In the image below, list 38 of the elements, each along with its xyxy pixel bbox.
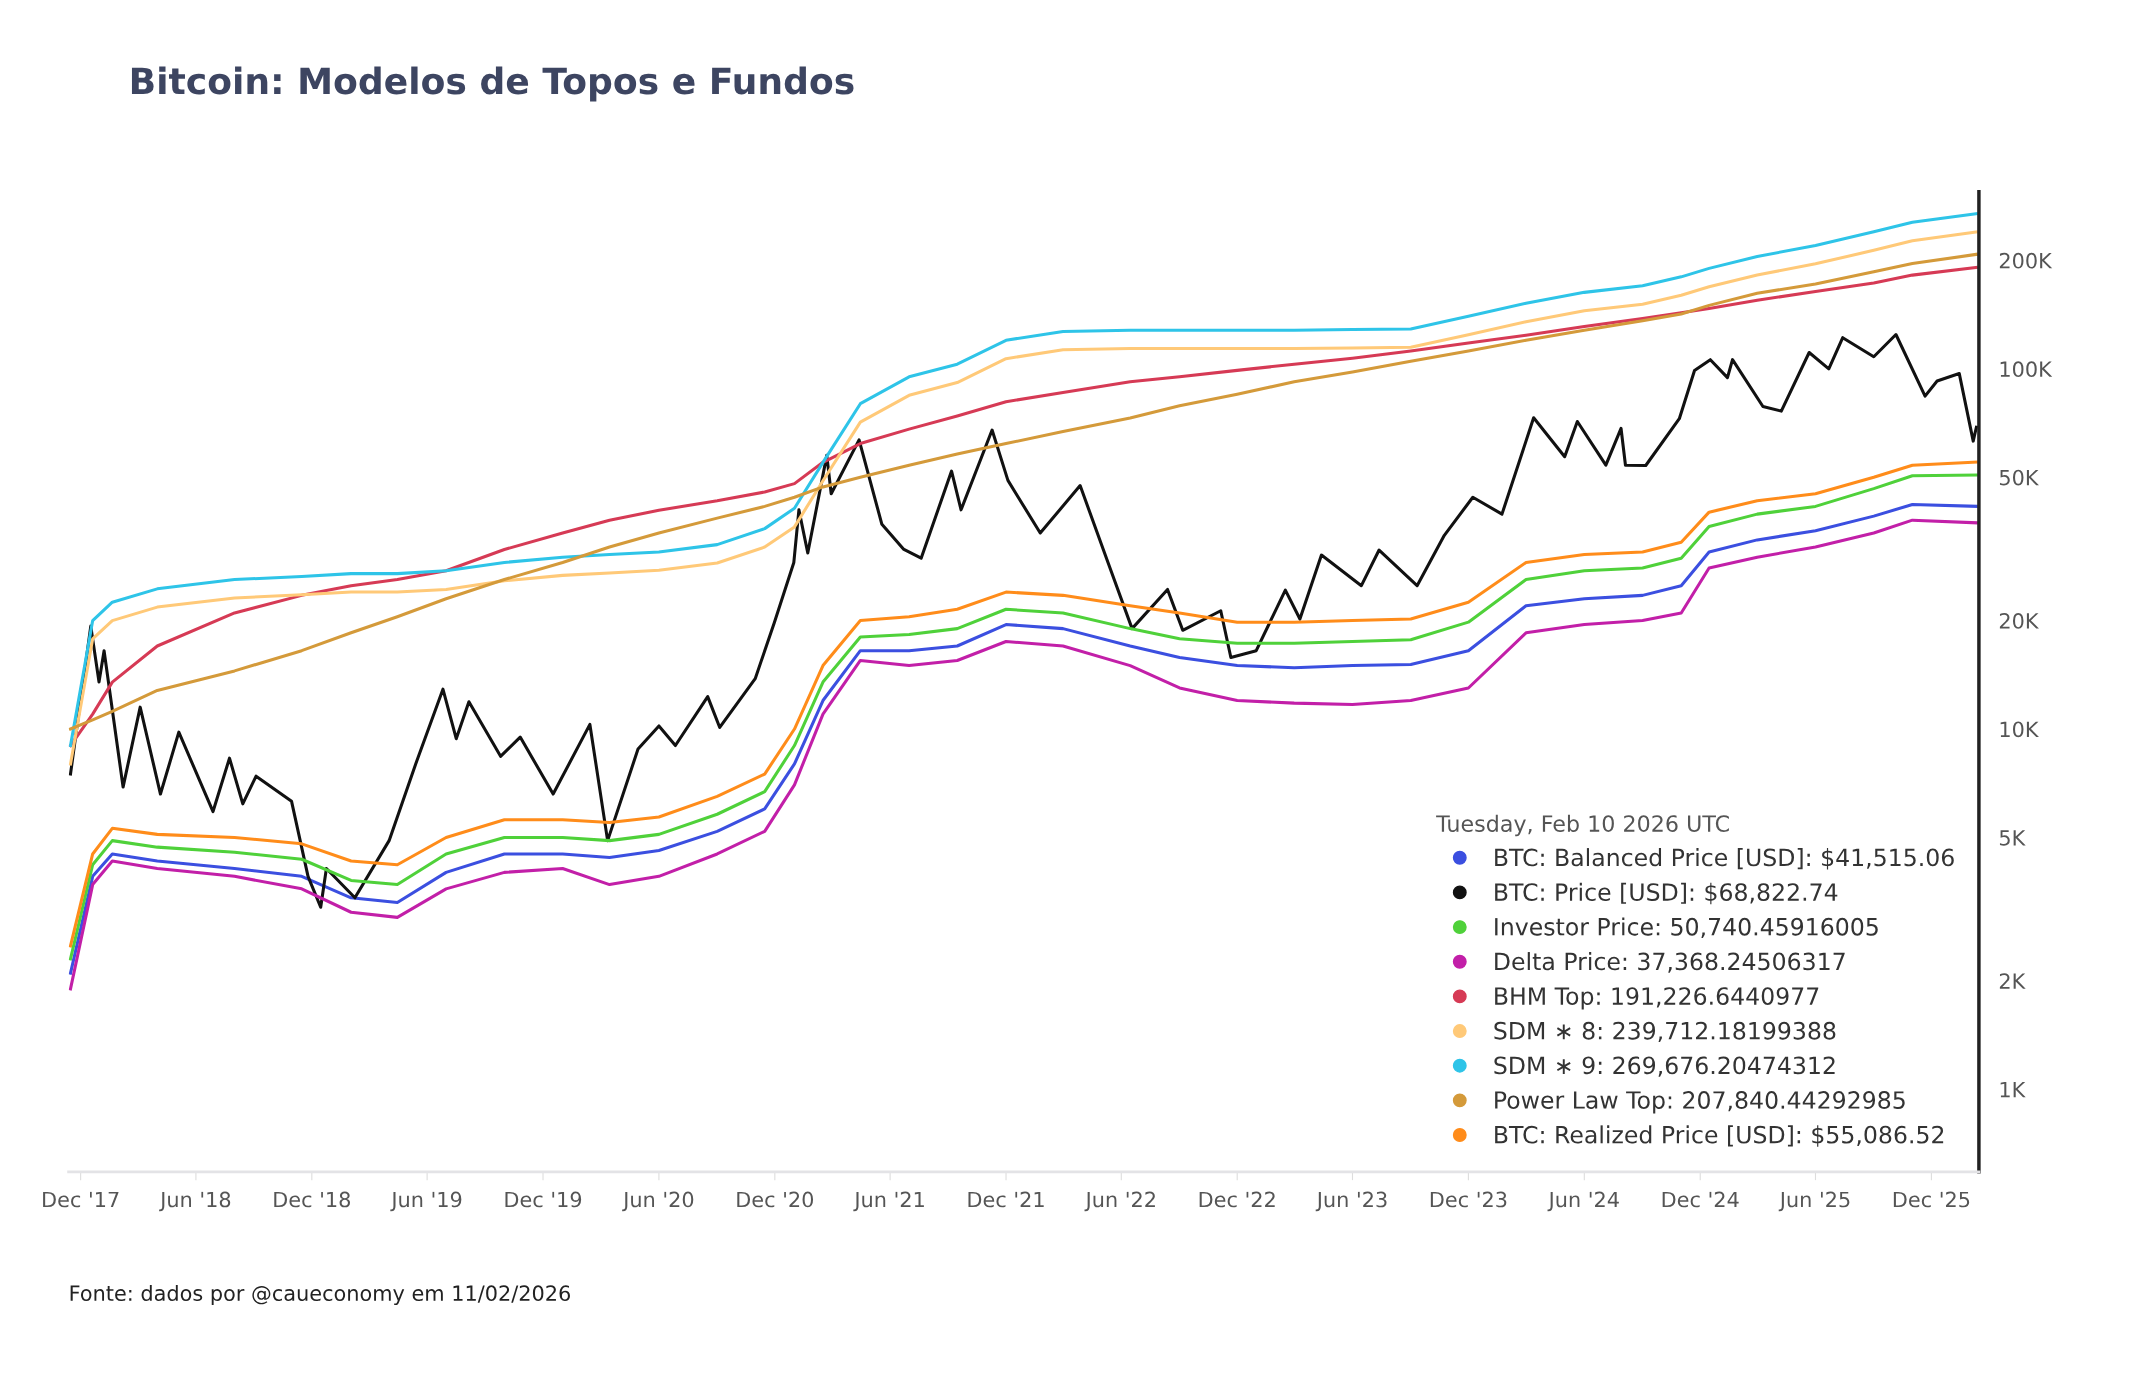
x-tick-label: Jun '25: [1778, 1191, 1850, 1212]
y-tick-label: 100K: [2000, 361, 2053, 378]
legend-label: BHM Top: 191,226.6440977: [1495, 987, 1819, 1010]
x-tick-label: Jun '22: [1084, 1191, 1155, 1212]
x-tick-label: Dec '22: [1199, 1191, 1275, 1208]
line-series: [68, 332, 1978, 909]
x-tick-label: Jun '23: [1315, 1191, 1387, 1212]
legend-label: Delta Price: 37,368.24506317: [1495, 952, 1845, 973]
legend-label: Investor Price: 50,740.45916005: [1495, 917, 1878, 939]
legend-label: BTC: Balanced Price [USD]: $41,515.06: [1495, 848, 1954, 870]
y-tick-label: 2K: [1999, 973, 2026, 989]
legend-label: Power Law Top: 207,840.44292985: [1495, 1091, 1905, 1114]
y-tick-label: 20K: [1999, 613, 2039, 629]
legend-label: SDM ∗ 8: 239,712.18199388: [1494, 1021, 1836, 1043]
x-tick-label: Dec '18: [274, 1191, 350, 1208]
y-tick-label: 5K: [1999, 830, 2026, 846]
x-tick-label: Dec '20: [737, 1191, 814, 1208]
x-tick-label: Dec '23: [1430, 1191, 1507, 1208]
legend-title: Tuesday, Feb 10 2026 UTC: [1436, 814, 1729, 837]
legend-label: BTC: Price [USD]: $68,822.74: [1495, 882, 1838, 905]
chart-title: Bitcoin: Modelos de Topos e Fundos: [131, 66, 854, 102]
y-tick-label: 50K: [1999, 469, 2039, 486]
x-tick-label: Dec '21: [968, 1191, 1044, 1208]
x-tick-label: Jun '18: [159, 1191, 231, 1212]
legend-label: BTC: Realized Price [USD]: $55,086.52: [1495, 1125, 1944, 1147]
legend-label: SDM ∗ 9: 269,676.20474312: [1494, 1056, 1835, 1077]
x-tick-label: Jun '20: [622, 1191, 694, 1212]
y-tick-label: 200K: [1999, 252, 2053, 269]
y-tick-label: 1K: [2000, 1081, 2026, 1098]
x-tick-label: Dec '24: [1662, 1191, 1739, 1208]
x-tick-label: Dec '25: [1893, 1191, 1970, 1208]
x-tick-label: Jun '19: [390, 1191, 462, 1212]
x-tick-label: Jun '24: [1547, 1191, 1619, 1212]
x-tick-label: Dec '19: [505, 1191, 582, 1208]
source-note: Fonte: dados por @caueconomy em 11/02/2026: [70, 1284, 570, 1306]
y-tick-label: 10K: [2000, 721, 2039, 738]
x-tick-label: Jun '21: [853, 1191, 924, 1212]
x-tick-label: Dec '17: [43, 1191, 119, 1208]
